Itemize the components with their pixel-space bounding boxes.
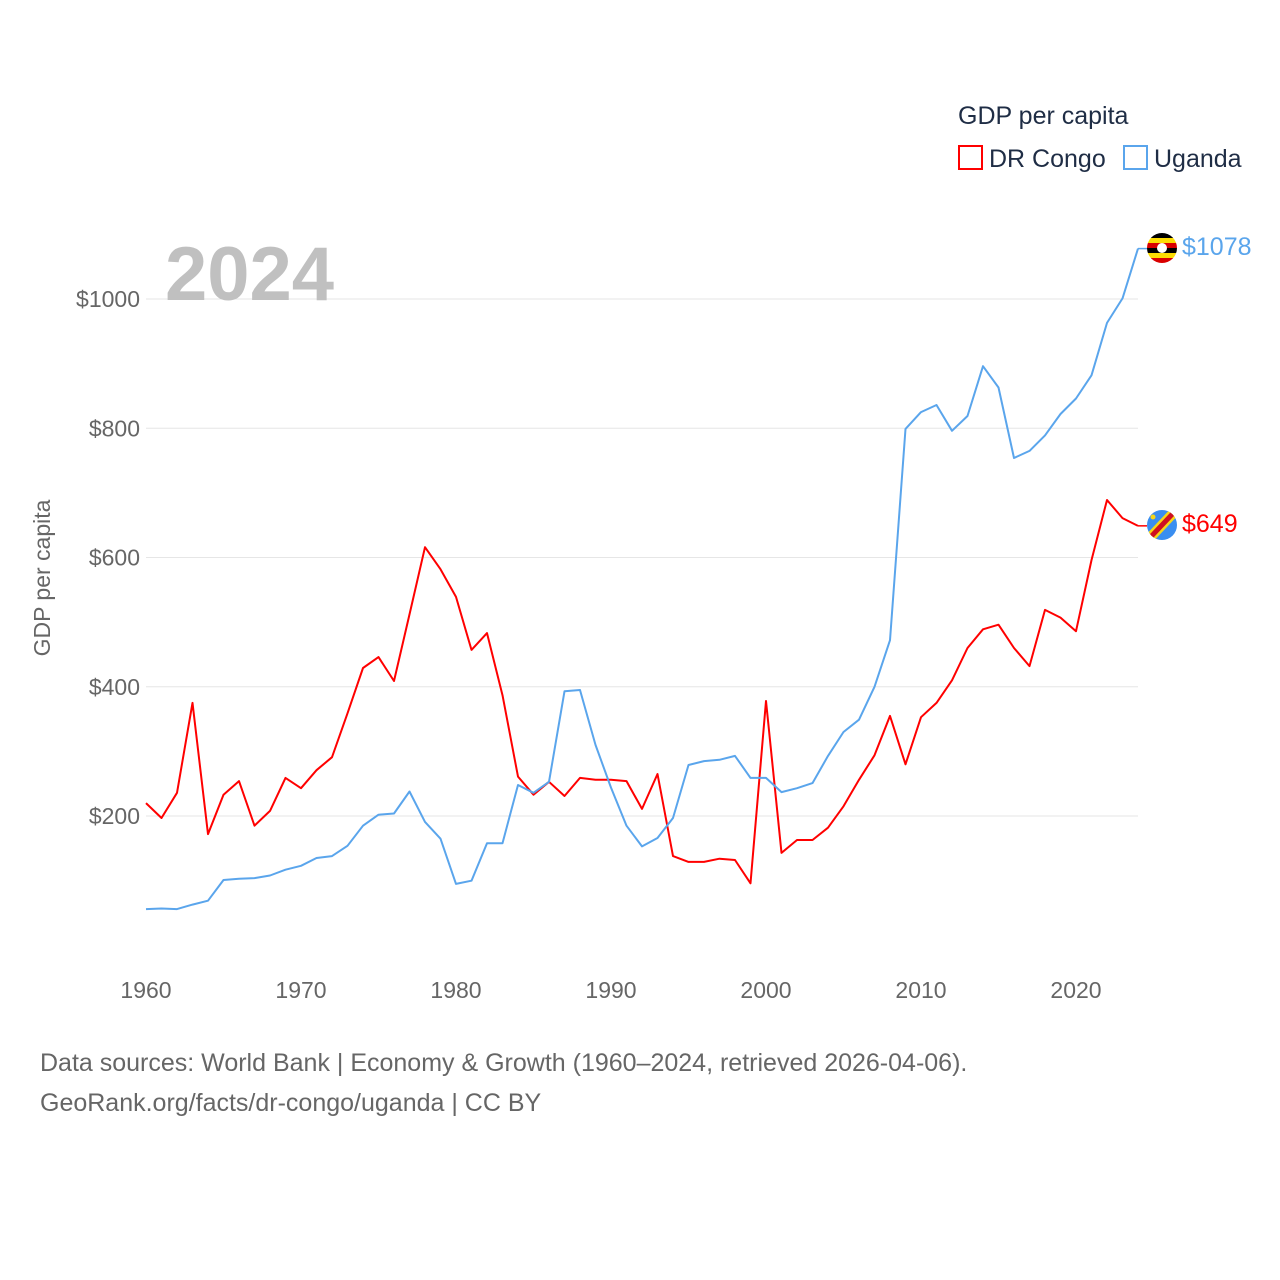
x-tick-label: 2000: [740, 977, 791, 1003]
y-tick-label: $1000: [76, 286, 140, 312]
y-tick-label: $400: [89, 674, 140, 700]
end-label-uganda: $1078: [1182, 233, 1252, 261]
data-sources: Data sources: World Bank | Economy & Gro…: [40, 1049, 968, 1077]
legend-swatch-dr-congo: [958, 145, 983, 170]
x-tick-label: 1980: [430, 977, 481, 1003]
footer: Data sources: World Bank | Economy & Gro…: [40, 1043, 967, 1123]
x-ticks: 1960 1970 1980 1990 2000 2010 2020: [120, 977, 1101, 1003]
x-tick-label: 1970: [275, 977, 326, 1003]
series-line-uganda: [145, 248, 1139, 911]
grid: [146, 298, 1138, 817]
legend-label-dr-congo[interactable]: DR Congo: [989, 145, 1106, 173]
x-tick-label: 1990: [585, 977, 636, 1003]
end-label-dr-congo: $649: [1182, 510, 1238, 538]
year-watermark: 2024: [165, 232, 334, 317]
x-tick-label: 2010: [895, 977, 946, 1003]
y-axis-label: GDP per capita: [29, 499, 55, 656]
source-link[interactable]: GeoRank.org/facts/dr-congo/uganda | CC B…: [40, 1089, 542, 1117]
x-tick-label: 1960: [120, 977, 171, 1003]
y-tick-label: $800: [89, 415, 140, 441]
dr-congo-flag-icon: [1147, 510, 1177, 540]
y-ticks: $200 $400 $600 $800 $1000: [76, 286, 140, 829]
series-line-dr-congo: [145, 499, 1139, 885]
legend-title: GDP per capita: [958, 102, 1129, 130]
legend-label-uganda[interactable]: Uganda: [1154, 145, 1242, 173]
uganda-flag-icon: [1147, 233, 1177, 263]
y-tick-label: $600: [89, 545, 140, 571]
legend: GDP per capita DR Congo Uganda: [958, 102, 1242, 173]
series-lines: [145, 247, 1147, 911]
legend-swatch-uganda: [1123, 145, 1148, 170]
y-tick-label: $200: [89, 803, 140, 829]
x-tick-label: 2020: [1050, 977, 1101, 1003]
